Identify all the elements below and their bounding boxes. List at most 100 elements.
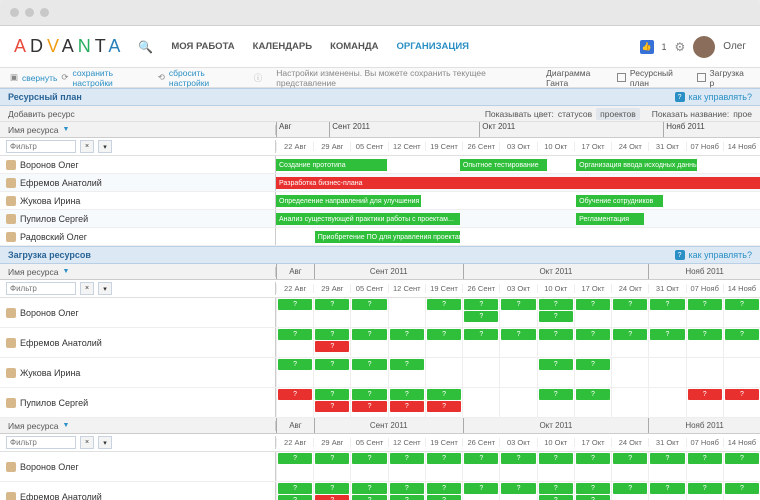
load-cell[interactable]: ? <box>611 482 648 500</box>
load-cell[interactable]: ? <box>648 452 685 481</box>
resource-name[interactable]: Пупилов Сергей <box>20 214 88 224</box>
load-cell[interactable]: ? <box>425 452 462 481</box>
nav-calendar[interactable]: КАЛЕНДАРЬ <box>253 41 312 52</box>
load-cell[interactable]: ? <box>276 388 313 417</box>
load-cell[interactable]: ?? <box>574 482 611 500</box>
resource-name[interactable]: Ефремов Анатолий <box>20 338 102 348</box>
load-cell[interactable]: ? <box>425 328 462 357</box>
load-cell[interactable]: ? <box>686 298 723 327</box>
filter-input[interactable] <box>6 282 76 295</box>
load-cell[interactable]: ? <box>723 388 760 417</box>
load-cell[interactable]: ? <box>462 482 499 500</box>
load-cell[interactable] <box>611 388 648 417</box>
load-cell[interactable]: ? <box>537 388 574 417</box>
load-cell[interactable]: ? <box>313 452 350 481</box>
load-cell[interactable] <box>462 388 499 417</box>
filter-dropdown-btn[interactable]: ▾ <box>98 282 112 295</box>
load-cell[interactable]: ? <box>648 298 685 327</box>
help-link[interactable]: как управлять? <box>689 250 752 260</box>
like-icon[interactable]: 👍 <box>640 40 654 54</box>
load-cell[interactable]: ? <box>350 358 387 387</box>
show-name-projects[interactable]: прое <box>733 109 752 119</box>
load-cell[interactable]: ? <box>574 358 611 387</box>
load-cell[interactable]: ? <box>499 482 536 500</box>
load-cell[interactable]: ? <box>537 328 574 357</box>
gantt-bar[interactable]: Анализ существующей практики работы с пр… <box>276 213 460 225</box>
filter-dropdown-btn[interactable]: ▾ <box>98 436 112 449</box>
nav-org[interactable]: ОРГАНИЗАЦИЯ <box>397 41 469 52</box>
resource-name[interactable]: Пупилов Сергей <box>20 398 88 408</box>
load-cell[interactable]: ?? <box>425 388 462 417</box>
load-cell[interactable]: ?? <box>388 388 425 417</box>
avatar[interactable] <box>693 36 715 58</box>
collapse-link[interactable]: свернуть <box>22 73 57 83</box>
load-cell[interactable]: ?? <box>537 298 574 327</box>
col-resource-name[interactable]: Имя ресурса <box>8 421 58 431</box>
load-cell[interactable]: ? <box>537 452 574 481</box>
logo[interactable]: ADVANTA <box>14 36 124 57</box>
load-cell[interactable]: ? <box>350 452 387 481</box>
col-resource-name[interactable]: Имя ресурса <box>8 125 58 135</box>
load-cell[interactable]: ?? <box>537 482 574 500</box>
load-cell[interactable]: ?? <box>350 482 387 500</box>
load-cell[interactable]: ? <box>686 482 723 500</box>
load-cell[interactable]: ? <box>276 452 313 481</box>
load-cell[interactable]: ? <box>462 452 499 481</box>
load-cell[interactable] <box>462 358 499 387</box>
load-cell[interactable]: ?? <box>313 328 350 357</box>
gantt-checkbox[interactable] <box>617 73 626 82</box>
load-cell[interactable]: ? <box>425 298 462 327</box>
load-cell[interactable] <box>611 358 648 387</box>
load-cell[interactable]: ?? <box>462 298 499 327</box>
load-cell[interactable] <box>388 298 425 327</box>
load-cell[interactable] <box>499 388 536 417</box>
load-cell[interactable]: ? <box>388 358 425 387</box>
load-cell[interactable]: ? <box>313 358 350 387</box>
resource-name[interactable]: Ефремов Анатолий <box>20 178 102 188</box>
load-cell[interactable] <box>723 358 760 387</box>
load-cell[interactable]: ? <box>611 452 648 481</box>
reset-settings-link[interactable]: сбросить настройки <box>169 68 246 88</box>
load-cell[interactable]: ? <box>276 298 313 327</box>
load-cell[interactable]: ? <box>574 298 611 327</box>
load-cell[interactable]: ? <box>499 298 536 327</box>
gantt-bar[interactable]: Разработка бизнес-плана <box>276 177 760 189</box>
gantt-bar[interactable]: Приобретение ПО для управления проектами <box>315 231 460 243</box>
gantt-bar[interactable]: Регламентация <box>576 213 644 225</box>
load-cell[interactable]: ? <box>611 328 648 357</box>
load-cell[interactable]: ? <box>537 358 574 387</box>
load-cell[interactable]: ? <box>313 298 350 327</box>
load-cell[interactable]: ? <box>648 482 685 500</box>
load-cell[interactable] <box>499 358 536 387</box>
load-cell[interactable]: ? <box>276 328 313 357</box>
load-cell[interactable]: ? <box>611 298 648 327</box>
load-cell[interactable]: ?? <box>276 482 313 500</box>
resource-name[interactable]: Воронов Олег <box>20 160 79 170</box>
load-cell[interactable]: ? <box>648 328 685 357</box>
load-cell[interactable]: ? <box>388 452 425 481</box>
gantt-bar[interactable]: Определение направлений для улучшения <box>276 195 421 207</box>
load-cell[interactable] <box>686 358 723 387</box>
resplan-checkbox[interactable] <box>697 73 706 82</box>
help-link[interactable]: как управлять? <box>689 92 752 102</box>
add-resource-link[interactable]: Добавить ресурс <box>8 109 75 119</box>
user-name[interactable]: Олег <box>723 41 746 52</box>
load-cell[interactable]: ? <box>574 452 611 481</box>
load-cell[interactable]: ? <box>499 328 536 357</box>
gantt-bar[interactable]: Опытное тестирование <box>460 159 547 171</box>
search-icon[interactable]: 🔍 <box>138 40 153 54</box>
resource-name[interactable]: Воронов Олег <box>20 308 79 318</box>
gear-icon[interactable]: ⚙ <box>675 40 686 54</box>
show-color-statuses[interactable]: статусов <box>558 109 592 119</box>
load-cell[interactable]: ?? <box>425 482 462 500</box>
help-icon[interactable]: ? <box>675 92 685 102</box>
load-cell[interactable]: ?? <box>313 388 350 417</box>
load-cell[interactable]: ? <box>499 452 536 481</box>
filter-input[interactable] <box>6 436 76 449</box>
gantt-bar[interactable]: Создание прототипа <box>276 159 387 171</box>
resource-name[interactable]: Радовский Олег <box>20 232 87 242</box>
load-cell[interactable]: ?? <box>350 388 387 417</box>
load-cell[interactable]: ? <box>723 452 760 481</box>
resource-name[interactable]: Воронов Олег <box>20 462 79 472</box>
save-settings-link[interactable]: сохранить настройки <box>73 68 154 88</box>
